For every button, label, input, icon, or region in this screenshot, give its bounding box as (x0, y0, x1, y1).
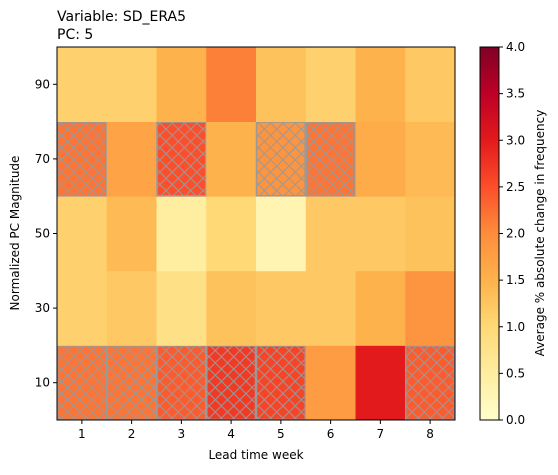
x-tick-label: 5 (277, 427, 285, 441)
heatmap-cell (305, 270, 356, 346)
y-tick-label: 30 (35, 301, 50, 315)
colorbar (479, 46, 500, 421)
colorbar-tick-label: 4.0 (506, 40, 525, 54)
heatmap-cell (206, 47, 257, 122)
x-tick-label: 4 (227, 427, 235, 441)
y-tick-label: 90 (35, 77, 50, 91)
heatmap-cell (305, 47, 356, 122)
heatmap-cell (206, 121, 257, 197)
y-tick-label: 70 (35, 152, 50, 166)
heatmap-cell (156, 270, 207, 346)
y-axis-ticks: 10 30 50 70 90 (35, 77, 57, 390)
heatmap-cell (405, 47, 456, 122)
x-tick-label: 7 (377, 427, 385, 441)
chart-title-line-1: Variable: SD_ERA5 (57, 9, 186, 25)
heatmap-cell (405, 270, 456, 346)
heatmap-cell (106, 47, 157, 122)
colorbar-tick-label: 3.0 (506, 133, 525, 147)
hatched-cell-overlay (255, 345, 306, 421)
colorbar-tick-label: 2.5 (506, 180, 525, 194)
heatmap-cell (206, 270, 257, 346)
heatmap-cell (156, 196, 207, 272)
colorbar-tick-label: 0.0 (506, 413, 525, 427)
heatmap-cell (256, 196, 307, 272)
heatmap-cells (56, 47, 456, 421)
colorbar-label: Average % absolute change in frequency (533, 110, 547, 357)
heatmap-cell (405, 196, 456, 272)
colorbar-tick-label: 1.0 (506, 320, 525, 334)
heatmap-cell (355, 345, 406, 421)
x-tick-label: 2 (128, 427, 136, 441)
hatched-cell-overlay (206, 345, 257, 421)
heatmap-cell (206, 196, 257, 272)
heatmap-cell (57, 47, 108, 122)
heatmap-cell (256, 270, 307, 346)
heatmap-cell (57, 196, 108, 272)
y-tick-label: 50 (35, 227, 50, 241)
colorbar-tick-label: 1.5 (506, 273, 525, 287)
heatmap-cell (305, 345, 356, 421)
heatmap-cell (405, 121, 456, 197)
x-tick-label: 8 (426, 427, 434, 441)
colorbar-tick-label: 3.5 (506, 87, 525, 101)
heatmap-cell (106, 270, 157, 346)
hatched-cell-overlay (405, 345, 456, 421)
hatched-cell-overlay (305, 121, 356, 197)
heatmap-cell (256, 47, 307, 122)
y-axis-label: Normalized PC Magnitude (8, 156, 22, 311)
colorbar-tick-label: 0.5 (506, 366, 525, 380)
heatmap-cell (355, 121, 406, 197)
heatmap-cell (355, 270, 406, 346)
x-axis-ticks: 1 2 3 4 5 6 7 8 (78, 420, 434, 441)
chart-title-line-2: PC: 5 (57, 27, 93, 43)
heatmap-cell (355, 47, 406, 122)
heatmap-cell (305, 196, 356, 272)
heatmap-cell (106, 196, 157, 272)
y-tick-label: 10 (35, 376, 50, 390)
x-tick-label: 3 (178, 427, 186, 441)
heatmap-cell (57, 270, 108, 346)
hatched-cell-overlay (56, 345, 107, 421)
hatched-cell-overlay (255, 121, 306, 197)
heatmap-cell (355, 196, 406, 272)
heatmap-cell (156, 47, 207, 122)
x-tick-label: 1 (78, 427, 86, 441)
hatched-cell-overlay (106, 345, 157, 421)
hatched-cell-overlay (156, 345, 207, 421)
hatched-cell-overlay (156, 121, 207, 197)
x-axis-label: Lead time week (208, 448, 303, 462)
heatmap-cell (106, 121, 157, 197)
x-tick-label: 6 (327, 427, 335, 441)
colorbar-ticks: 0.0 0.5 1.0 1.5 2.0 2.5 3.0 3.5 4.0 (499, 40, 525, 427)
hatched-cell-overlay (56, 121, 107, 197)
colorbar-tick-label: 2.0 (506, 227, 525, 241)
